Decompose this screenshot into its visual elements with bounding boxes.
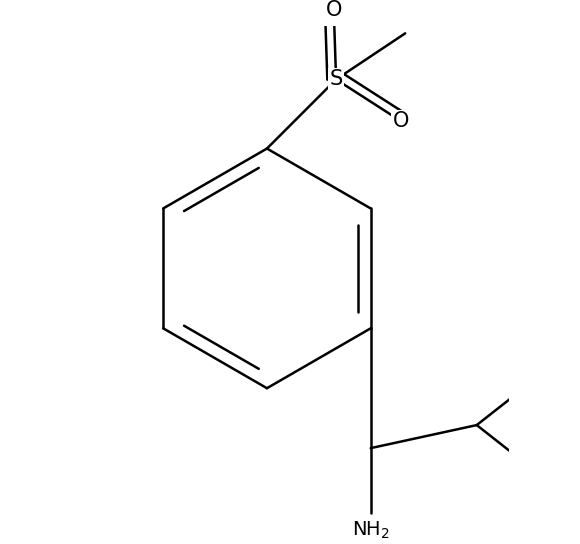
Text: S: S [329, 70, 343, 89]
Text: NH$_2$: NH$_2$ [351, 520, 390, 541]
Text: O: O [393, 111, 409, 131]
Text: O: O [325, 1, 342, 20]
